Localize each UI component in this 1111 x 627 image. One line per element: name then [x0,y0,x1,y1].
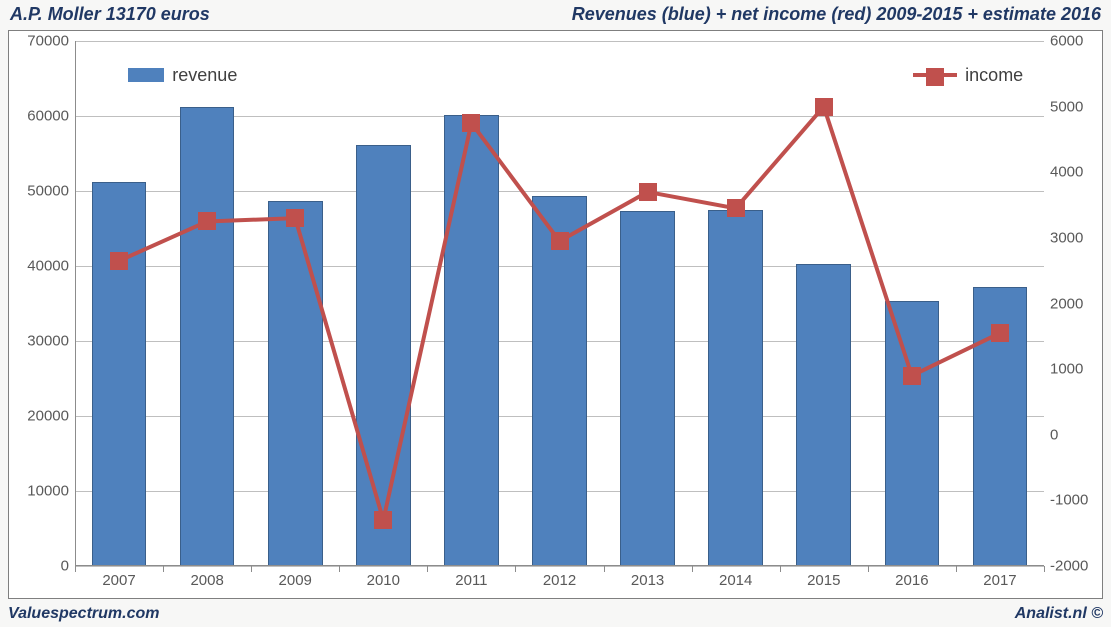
y-right-tick-label: 0 [1044,426,1058,443]
x-tick-mark [868,566,869,572]
y-left-tick-label: 20000 [27,408,75,425]
footer: Valuespectrum.com Analist.nl © [8,603,1103,625]
y-right-tick-label: 3000 [1044,229,1083,246]
x-tick-label: 2017 [983,566,1016,589]
x-tick-label: 2010 [367,566,400,589]
legend-income: income [913,65,1023,86]
x-tick-label: 2014 [719,566,752,589]
x-tick-label: 2009 [279,566,312,589]
x-tick-label: 2011 [455,566,487,589]
y-right-tick-label: 2000 [1044,295,1083,312]
legend-income-swatch [913,73,957,77]
title-bar: A.P. Moller 13170 euros Revenues (blue) … [0,0,1111,28]
legend-revenue-label: revenue [172,65,237,86]
x-tick-mark [163,566,164,572]
y-left-tick-label: 70000 [27,33,75,50]
x-tick-label: 2012 [543,566,576,589]
plot-area: 010000200003000040000500006000070000 -20… [75,41,1044,566]
y-right-tick-label: 1000 [1044,361,1083,378]
x-tick-mark [604,566,605,572]
y-right-tick-label: -2000 [1044,558,1088,575]
x-tick-mark [692,566,693,572]
x-tick-label: 2008 [190,566,223,589]
x-tick-mark [515,566,516,572]
chart-box: 010000200003000040000500006000070000 -20… [8,30,1103,599]
footer-left: Valuespectrum.com [8,605,159,623]
x-tick-mark [251,566,252,572]
x-tick-label: 2015 [807,566,840,589]
title-left: A.P. Moller 13170 euros [10,4,210,25]
y-left-tick-label: 50000 [27,183,75,200]
y-left-tick-label: 0 [61,558,75,575]
y-left-tick-label: 60000 [27,108,75,125]
y-right-tick-label: 4000 [1044,164,1083,181]
y-right-tick-label: -1000 [1044,492,1088,509]
title-right: Revenues (blue) + net income (red) 2009-… [572,4,1101,25]
x-tick-mark [780,566,781,572]
x-tick-label: 2007 [102,566,135,589]
y-left-tick-label: 40000 [27,258,75,275]
y-left-tick-label: 10000 [27,483,75,500]
x-tick-mark [427,566,428,572]
legend-revenue: revenue [128,65,237,86]
footer-right: Analist.nl © [1015,605,1103,623]
y-left-tick-label: 30000 [27,333,75,350]
x-tick-mark [339,566,340,572]
x-tick-mark [75,566,76,572]
x-tick-label: 2016 [895,566,928,589]
chart-frame: A.P. Moller 13170 euros Revenues (blue) … [0,0,1111,627]
legend-income-label: income [965,65,1023,86]
x-tick-mark [1044,566,1045,572]
plot-border [75,41,1044,566]
y-right-tick-label: 6000 [1044,33,1083,50]
legend-revenue-swatch [128,68,164,82]
y-right-tick-label: 5000 [1044,98,1083,115]
x-tick-mark [956,566,957,572]
x-tick-label: 2013 [631,566,664,589]
